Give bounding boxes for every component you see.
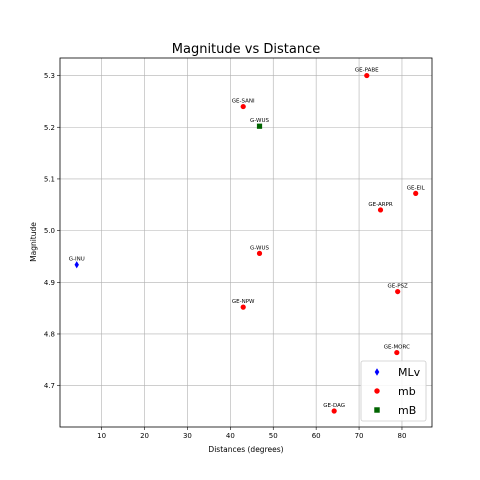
point-label: GE-PSZ bbox=[388, 284, 409, 290]
y-tick-label: 4.7 bbox=[44, 382, 55, 390]
legend-entry-label: MLv bbox=[398, 366, 421, 379]
x-tick-label: 30 bbox=[183, 432, 192, 440]
x-tick-label: 80 bbox=[398, 432, 407, 440]
x-tick-label: 60 bbox=[312, 432, 321, 440]
legend-marker-icon bbox=[374, 407, 380, 413]
point-label: GE-ARPR bbox=[368, 202, 393, 208]
legend-marker-icon bbox=[374, 388, 380, 394]
data-point bbox=[364, 72, 370, 79]
data-points bbox=[74, 72, 419, 414]
x-tick-label: 40 bbox=[226, 432, 235, 440]
point-labels: G-INU GE-PABE GE-SANI GE-EIL GE-ARPR G-WUS GE-… bbox=[69, 68, 426, 409]
data-point bbox=[256, 250, 263, 256]
y-tick-label: 5.2 bbox=[44, 124, 55, 132]
data-point bbox=[256, 123, 263, 129]
point-label: G-INU bbox=[69, 257, 85, 263]
point-label: GE-EIL bbox=[407, 185, 426, 191]
x-tick-label: 50 bbox=[269, 432, 278, 440]
legend-entry-label: mb bbox=[398, 385, 416, 398]
point-label: GE-SANI bbox=[232, 99, 255, 105]
legend: MLv mb mB bbox=[360, 360, 427, 422]
x-tick-label: 10 bbox=[97, 432, 106, 440]
legend-marker-icon bbox=[374, 368, 380, 376]
legend-box bbox=[360, 360, 427, 422]
y-tick-label: 5.0 bbox=[44, 227, 55, 235]
x-tick-label: 20 bbox=[140, 432, 149, 440]
plot-frame bbox=[59, 57, 433, 428]
point-label: GE-MORC bbox=[384, 345, 410, 351]
y-tick-label: 5.3 bbox=[44, 72, 55, 80]
point-label: GE-DAG bbox=[323, 403, 345, 409]
data-point bbox=[413, 190, 419, 197]
x-axis-label: Distances (degrees) bbox=[208, 445, 283, 454]
point-label: G-WUS bbox=[250, 245, 269, 251]
data-point bbox=[394, 349, 400, 356]
axis-ticks: 10 20 30 40 50 60 70 80 4.7 4.8 4.9 5.0 5.1 5.2 5.3 bbox=[44, 72, 407, 440]
data-point bbox=[331, 408, 337, 414]
y-tick-label: 4.8 bbox=[44, 330, 55, 338]
data-point bbox=[240, 304, 246, 310]
point-label: G-WUS bbox=[250, 118, 269, 124]
point-label: GE-NPW bbox=[232, 299, 255, 305]
data-point bbox=[377, 207, 384, 213]
grid bbox=[60, 58, 432, 427]
point-label: GE-PABE bbox=[355, 68, 379, 74]
y-tick-label: 5.1 bbox=[44, 175, 55, 183]
data-point bbox=[74, 261, 79, 269]
x-tick-label: 70 bbox=[355, 432, 364, 440]
data-point bbox=[395, 288, 401, 295]
data-point bbox=[240, 103, 246, 110]
y-tick-label: 4.9 bbox=[44, 279, 55, 287]
chart-title: Magnitude vs Distance bbox=[172, 42, 320, 57]
legend-entry-label: mB bbox=[398, 404, 416, 417]
y-axis-label: Magnitude bbox=[29, 222, 38, 262]
